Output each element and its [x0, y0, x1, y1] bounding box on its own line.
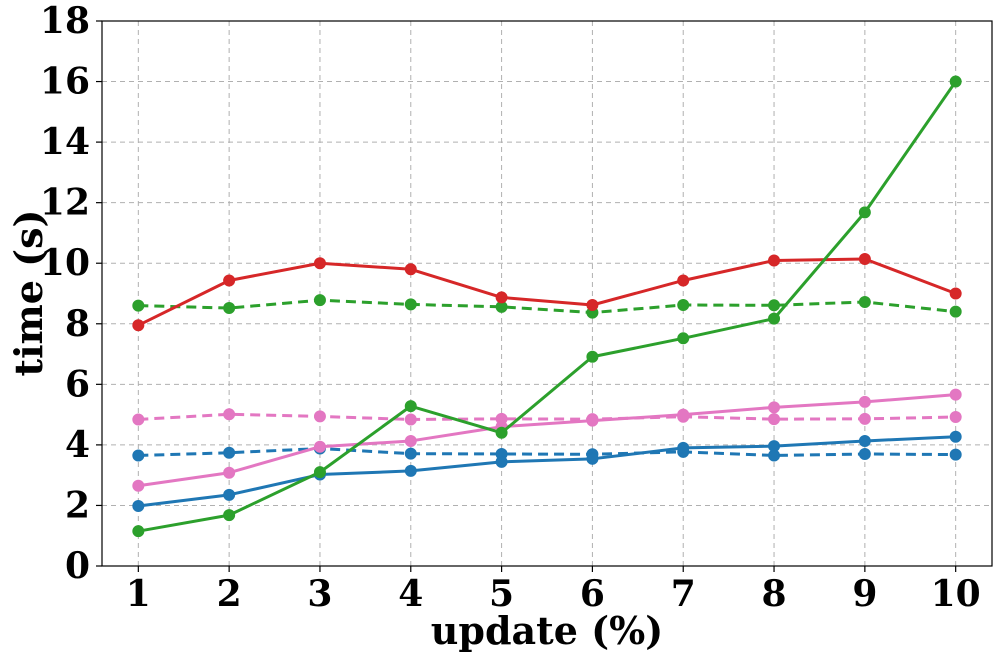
y-axis-label: time (s) — [6, 210, 51, 377]
data-point — [677, 441, 690, 454]
series-line — [138, 435, 956, 508]
y-tick-label: 16 — [40, 61, 90, 103]
series-3-solid — [132, 252, 962, 332]
series-line — [138, 412, 956, 421]
series-line — [138, 447, 956, 457]
series-2-dashed — [132, 442, 962, 462]
data-point — [858, 206, 871, 219]
data-point — [858, 447, 871, 460]
data-point — [223, 302, 236, 315]
x-tick-label: 5 — [489, 573, 514, 615]
series-line — [137, 257, 957, 327]
data-point — [858, 395, 871, 408]
data-point — [223, 488, 236, 501]
x-tick-label: 2 — [217, 573, 242, 615]
x-tick-label: 1 — [126, 573, 151, 615]
data-point — [404, 413, 417, 426]
data-point — [949, 448, 962, 461]
data-point — [949, 75, 962, 88]
data-point — [677, 274, 690, 287]
data-point — [313, 440, 326, 453]
data-point — [495, 426, 508, 439]
data-point — [586, 350, 599, 363]
data-point — [404, 447, 417, 460]
data-point — [949, 388, 962, 401]
data-point — [768, 440, 781, 453]
series-4-solid — [132, 388, 962, 492]
data-point — [586, 299, 599, 312]
x-tick-label: 8 — [762, 573, 787, 615]
y-tick-label: 18 — [40, 0, 90, 42]
y-tick-label: 2 — [65, 484, 90, 526]
data-point — [223, 466, 236, 479]
data-point — [132, 525, 145, 538]
x-tick-label: 10 — [931, 573, 981, 615]
series-layer — [132, 75, 962, 538]
data-point — [223, 446, 236, 459]
data-point — [404, 464, 417, 477]
x-tick-label: 6 — [580, 573, 605, 615]
data-point — [132, 299, 145, 312]
data-point — [132, 479, 145, 492]
y-tick-label: 6 — [65, 363, 90, 405]
data-point — [768, 413, 781, 426]
data-point — [223, 274, 236, 287]
y-tick-label: 14 — [40, 121, 90, 163]
data-point — [858, 434, 871, 447]
series-line — [138, 298, 956, 315]
data-point — [677, 408, 690, 421]
y-tick-label: 0 — [65, 545, 90, 587]
y-tick-label: 10 — [40, 242, 90, 284]
data-point — [768, 312, 781, 325]
x-tick-label: 3 — [307, 573, 332, 615]
x-tick-label: 7 — [671, 573, 696, 615]
data-point — [223, 408, 236, 421]
x-tick-label: 9 — [852, 573, 877, 615]
data-point — [132, 413, 145, 426]
data-point — [768, 299, 781, 312]
data-point — [404, 298, 417, 311]
data-point — [495, 455, 508, 468]
series-6-solid — [132, 75, 962, 538]
x-tick-label: 4 — [398, 573, 423, 615]
data-point — [949, 287, 962, 300]
data-point — [858, 412, 871, 425]
series-0-dashed — [132, 294, 962, 319]
data-point — [949, 411, 962, 424]
y-tick-label: 8 — [65, 303, 90, 345]
data-point — [858, 295, 871, 308]
data-point — [495, 291, 508, 304]
data-point — [223, 509, 236, 522]
data-point — [313, 257, 326, 270]
plot-frame — [101, 20, 993, 567]
series-5-solid — [132, 430, 962, 513]
y-tick-label: 12 — [40, 182, 90, 224]
data-point — [677, 299, 690, 312]
data-point — [586, 452, 599, 465]
data-point — [404, 434, 417, 447]
data-point — [132, 319, 145, 332]
data-point — [768, 401, 781, 414]
series-line — [138, 393, 956, 488]
data-point — [586, 414, 599, 427]
data-point — [313, 294, 326, 307]
data-point — [313, 466, 326, 479]
data-point — [313, 410, 326, 423]
grid — [102, 21, 992, 566]
x-axis-label: update (%) — [431, 608, 663, 653]
data-point — [404, 400, 417, 413]
series-line — [138, 80, 957, 533]
y-tick-label: 4 — [65, 424, 90, 466]
data-point — [404, 263, 417, 276]
data-point — [858, 252, 871, 265]
data-point — [677, 332, 690, 345]
data-point — [949, 305, 962, 318]
data-point — [132, 449, 145, 462]
data-point — [768, 254, 781, 267]
data-point — [132, 500, 145, 513]
data-point — [949, 430, 962, 443]
